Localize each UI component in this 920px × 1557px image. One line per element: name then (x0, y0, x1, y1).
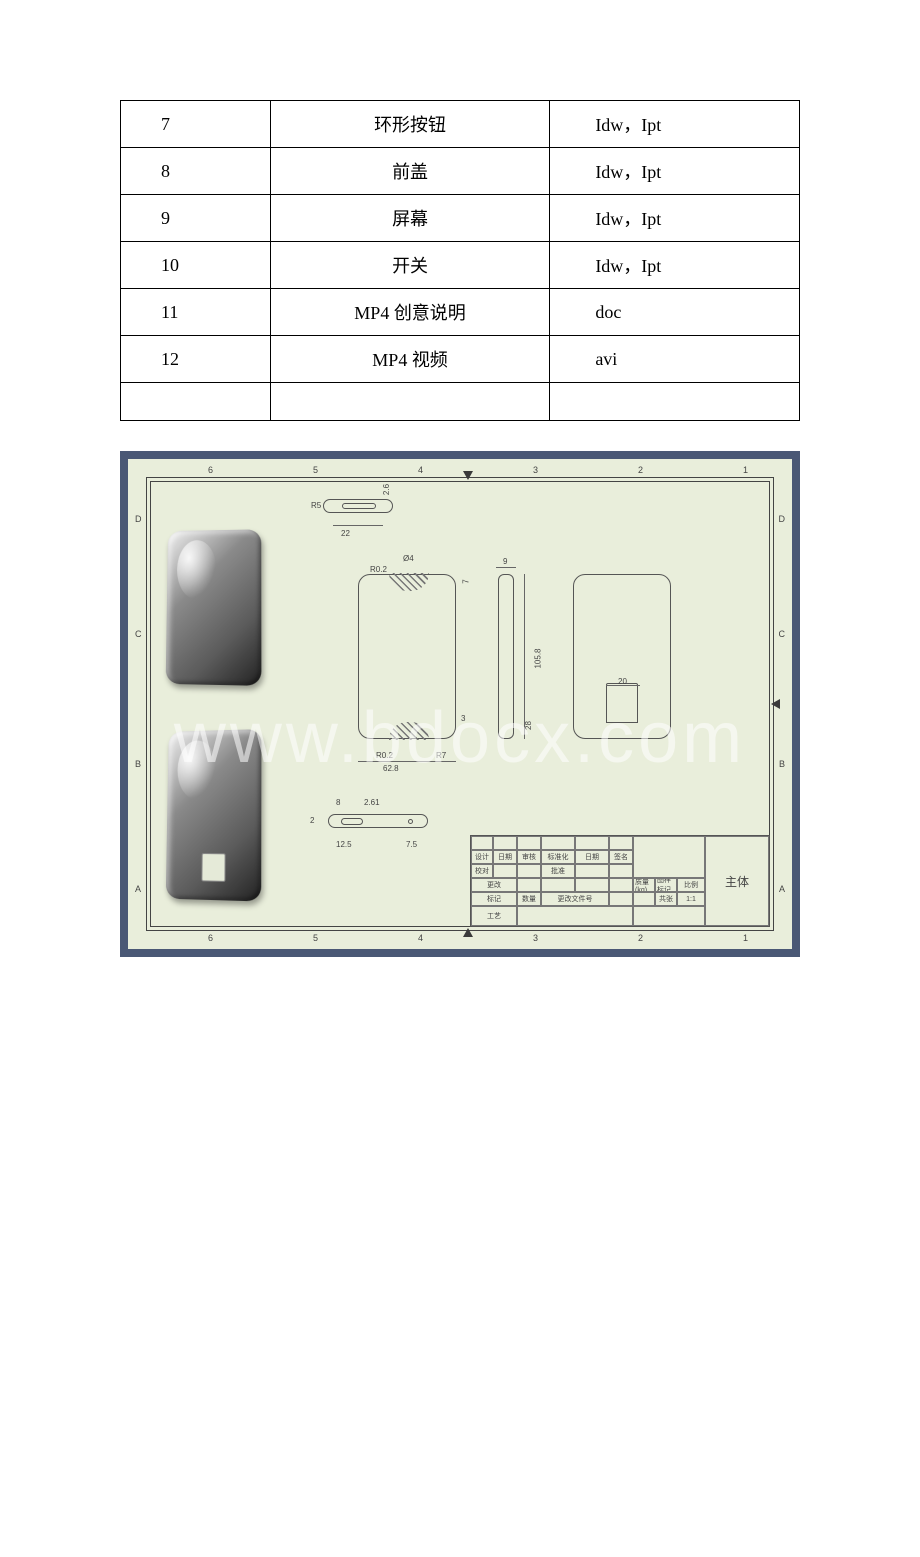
row-letter: D (135, 514, 142, 524)
dimension: R5 (311, 501, 321, 510)
row-fmt: avi (550, 336, 800, 383)
table-row: 11 MP4 创意说明 doc (121, 289, 800, 336)
parts-table-body: 7 环形按钮 Idw，Ipt 8 前盖 Idw，Ipt 9 屏幕 Idw，Ipt… (121, 101, 800, 421)
dimension: R0.2 (370, 565, 387, 574)
tb-cell: 签名 (609, 850, 633, 864)
dimension: 9 (503, 557, 507, 566)
tb-cell: 质量(kg) (633, 878, 655, 892)
tb-cell: 更改文件号 (541, 892, 609, 906)
highlight (177, 740, 217, 799)
tb-cell: 日期 (575, 850, 609, 864)
row-letter: A (135, 884, 141, 894)
row-letter: B (779, 759, 785, 769)
tb-cell: 更改 (471, 878, 517, 892)
row-letter: C (779, 629, 786, 639)
table-row: 10 开关 Idw，Ipt (121, 242, 800, 289)
tb-part-name: 主体 (705, 836, 769, 926)
row-fmt: Idw，Ipt (550, 148, 800, 195)
dimension: 2.6 (382, 484, 391, 495)
row-letter: A (779, 884, 785, 894)
row-num: 7 (121, 101, 271, 148)
table-row: 8 前盖 Idw，Ipt (121, 148, 800, 195)
front-view (358, 574, 456, 739)
row-name: MP4 视频 (270, 336, 550, 383)
tb-cell: 校对 (471, 864, 493, 878)
dimension: 12.5 (336, 840, 352, 849)
back-panel-slot (201, 853, 225, 882)
top-view: 22 2.6 R5 (323, 499, 393, 513)
orientation-arrow-icon (771, 699, 780, 709)
drawing-container: 6 5 4 3 2 1 6 5 4 3 2 1 D C B A D C B A (120, 451, 800, 957)
engineering-drawing: 6 5 4 3 2 1 6 5 4 3 2 1 D C B A D C B A (128, 459, 792, 949)
dimension: 2 (310, 816, 314, 825)
row-num: 8 (121, 148, 271, 195)
dimension: 22 (341, 529, 350, 538)
tb-cell: 批准 (541, 864, 575, 878)
tb-cell: 日期 (493, 850, 517, 864)
dimension: 3 (461, 714, 465, 723)
tb-scale-value: 1:1 (677, 892, 705, 906)
table-row-empty (121, 383, 800, 421)
tb-cell: 工艺 (471, 906, 517, 926)
row-name: 环形按钮 (270, 101, 550, 148)
row-fmt: Idw，Ipt (550, 101, 800, 148)
row-fmt: doc (550, 289, 800, 336)
dimension: 62.8 (383, 764, 399, 773)
row-letter: B (135, 759, 141, 769)
back-view (573, 574, 671, 739)
dimension: 2.61 (364, 798, 380, 807)
device-render-front (166, 529, 262, 686)
tb-cell: 标记 (471, 892, 517, 906)
dimension: 28 (524, 721, 533, 730)
tb-cell: 共张 (655, 892, 677, 906)
title-block: 设计 日期 审核 标准化 日期 签名 校对 批准 更改 质量(kg) 图样标记 … (470, 835, 770, 927)
side-view (498, 574, 514, 739)
table-row: 12 MP4 视频 avi (121, 336, 800, 383)
highlight (177, 540, 217, 599)
row-name: MP4 创意说明 (270, 289, 550, 336)
table-row: 9 屏幕 Idw，Ipt (121, 195, 800, 242)
row-fmt: Idw，Ipt (550, 195, 800, 242)
dimension: R7 (436, 751, 446, 760)
orientation-arrow-icon (463, 471, 473, 480)
device-render-back (166, 729, 262, 901)
tb-cell: 图样标记 (655, 878, 677, 892)
row-name: 前盖 (270, 148, 550, 195)
row-num: 9 (121, 195, 271, 242)
dimension: 8 (336, 798, 340, 807)
row-letter: C (135, 629, 142, 639)
row-num: 10 (121, 242, 271, 289)
dimension: R0.2 (376, 751, 393, 760)
tb-scale-label: 比例 (677, 878, 705, 892)
row-fmt: Idw，Ipt (550, 242, 800, 289)
table-row: 7 环形按钮 Idw，Ipt (121, 101, 800, 148)
row-num: 11 (121, 289, 271, 336)
parts-table: 7 环形按钮 Idw，Ipt 8 前盖 Idw，Ipt 9 屏幕 Idw，Ipt… (120, 100, 800, 421)
row-name: 开关 (270, 242, 550, 289)
tb-cell: 审核 (517, 850, 541, 864)
row-name: 屏幕 (270, 195, 550, 242)
row-letter: D (779, 514, 786, 524)
hatch-bottom (389, 722, 429, 740)
bottom-detail: 8 2.61 12.5 7.5 2 (328, 814, 428, 828)
dimension: 7 (462, 579, 471, 583)
dimension: Ø4 (403, 554, 414, 563)
dimension: 105.8 (534, 648, 543, 668)
dimension: 7.5 (406, 840, 417, 849)
tb-cell: 设计 (471, 850, 493, 864)
hatch-top (389, 573, 429, 591)
tb-cell: 数量 (517, 892, 541, 906)
tb-cell: 标准化 (541, 850, 575, 864)
back-slot-outline (606, 683, 638, 723)
orientation-arrow-icon (463, 928, 473, 937)
row-num: 12 (121, 336, 271, 383)
